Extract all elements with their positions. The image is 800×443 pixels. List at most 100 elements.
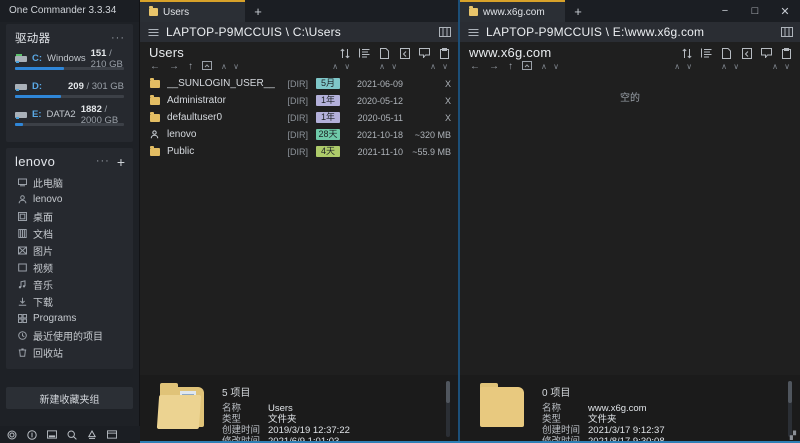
up-button[interactable]: ↑ [508,61,513,72]
drive-windows-icon [15,54,27,63]
info-key: 名称 [542,403,562,414]
forward-button[interactable]: → [489,61,499,72]
new-folder-icon[interactable] [741,47,752,59]
sidebar-item-this-pc[interactable]: 此电脑 [6,174,133,191]
maximize-button[interactable]: □ [751,5,759,17]
drive-item-e[interactable]: E: DATA2 1882 / 2000 GB [6,103,133,134]
sidebar-item-programs[interactable]: Programs [6,310,133,327]
sort-age-chevrons[interactable]: ∧ ∨ [332,62,353,71]
sidebar-item-documents[interactable]: 文档 [6,225,133,242]
resize-grip-icon[interactable]: ▞ [789,431,796,440]
new-file-icon[interactable] [379,47,390,59]
layout-icon[interactable] [107,430,117,440]
minimize-button[interactable]: − [721,5,729,17]
empty-folder-label: 空的 [620,93,640,104]
videos-icon [17,263,27,273]
preview-icon[interactable] [419,47,430,59]
add-favorite-icon[interactable]: + [116,153,125,170]
tab-x6g[interactable]: www.x6g.com [460,0,565,22]
left-breadcrumb[interactable]: LAPTOP-P9MCCUIS \ C:\Users [140,22,458,42]
clipboard-icon[interactable] [439,47,450,59]
sidebar-item-videos[interactable]: 视频 [6,259,133,276]
new-favorites-group-button[interactable]: 新建收藏夹组 [6,387,133,409]
new-tab-button[interactable]: + [254,3,262,19]
table-row[interactable]: lenovo [DIR] 28天 2021-10-18 ~320 MB [140,126,458,143]
desktop-icon [17,212,27,222]
right-nav-row: ← → ↑ ∧ ∨ ∧ ∨ ∧ ∨ ∧ ∨ [460,60,800,74]
sort-date-chevrons[interactable]: ∧ ∨ [721,62,742,71]
drive-usage-bar [15,67,124,70]
sidebar-item-recent[interactable]: 最近使用的项目 [6,327,133,344]
sidebar-item-music[interactable]: 音乐 [6,276,133,293]
sidebar-item-label: Programs [33,313,77,324]
table-row[interactable]: Administrator [DIR] 1年 2020-05-12 X [140,92,458,109]
table-row[interactable]: Public [DIR] 4天 2021-11-10 ~55.9 MB [140,143,458,160]
info-key: 名称 [222,403,242,414]
favorites-more-icon[interactable]: ··· [95,155,110,167]
drive-total: / 2000 GB [80,103,119,126]
sort-size-chevrons[interactable]: ∧ ∨ [430,62,450,71]
drive-item-d[interactable]: D: 209 / 301 GB [6,78,133,106]
folder-icon [150,94,161,105]
info-key: 创建时间 [542,425,581,436]
columns-icon[interactable] [781,27,793,37]
list-view-icon[interactable] [701,47,712,59]
right-file-list: 空的 [460,74,800,375]
drives-more-icon[interactable]: ··· [111,31,125,44]
folder-icon [469,6,478,16]
sort-date-chevrons[interactable]: ∧ ∨ [379,62,400,71]
sort-icon[interactable] [681,47,692,59]
table-row[interactable]: defaultuser0 [DIR] 1年 2020-05-11 X [140,109,458,126]
sidebar-item-lenovo[interactable]: lenovo [6,191,133,208]
forward-button[interactable]: → [169,61,179,72]
gear-icon[interactable] [7,430,17,440]
table-row[interactable]: __SUNLOGIN_USER__ [DIR] 5月 2021-06-09 X [140,75,458,92]
sort-name-chevrons[interactable]: ∧ ∨ [541,62,561,71]
user-folder-icon [150,130,161,139]
back-button[interactable]: ← [470,61,480,72]
folder-up-icon[interactable] [522,60,532,73]
drives-card: 驱动器 ··· C: Windows 151 / 210 GB D: 2 [6,24,133,142]
left-file-list: __SUNLOGIN_USER__ [DIR] 5月 2021-06-09 X … [140,74,458,375]
file-date: 2021-06-09 [356,78,403,89]
info-key: 类型 [222,414,242,425]
file-age-badge: 28天 [316,129,340,140]
theme-icon[interactable] [87,429,97,440]
right-info-panel: 0 项目 名称 www.x6g.com 类型 文件夹 创建时间 2021/3/17 9… [460,375,800,443]
info-value: 2021/8/17 9:30:08 [588,436,665,443]
left-info-scrollbar[interactable] [446,381,450,437]
sidebar-item-recycle-bin[interactable]: 回收站 [6,344,133,361]
sidebar-item-label: 回收站 [33,349,63,360]
tab-users[interactable]: Users [140,0,245,22]
close-button[interactable]: ✕ [780,5,790,18]
new-tab-button[interactable]: + [574,3,582,19]
clipboard-icon[interactable] [781,47,792,59]
folder-up-icon[interactable] [202,60,212,73]
sort-age-chevrons[interactable]: ∧ ∨ [674,62,695,71]
drive-total: / 301 GB [86,81,125,92]
sort-size-chevrons[interactable]: ∧ ∨ [772,62,792,71]
search-icon[interactable] [67,429,77,440]
sidebar-item-label: lenovo [33,194,63,205]
columns-icon[interactable] [439,27,451,37]
up-button[interactable]: ↑ [188,61,193,72]
window-icon[interactable] [47,430,57,440]
left-info-text: 5 项目 名称 Users 类型 文件夹 创建时间 2019/3/19 12:37:2… [222,381,350,443]
folder-icon [149,6,158,16]
new-folder-icon[interactable] [399,47,410,59]
info-icon[interactable] [27,429,37,440]
back-button[interactable]: ← [150,61,160,72]
sort-name-chevrons[interactable]: ∧ ∨ [221,62,241,71]
sidebar-item-downloads[interactable]: 下载 [6,293,133,310]
new-file-icon[interactable] [721,47,732,59]
preview-icon[interactable] [761,47,772,59]
info-value: 文件夹 [588,414,617,425]
sidebar-item-pictures[interactable]: 图片 [6,242,133,259]
right-breadcrumb[interactable]: LAPTOP-P9MCCUIS \ E:\www.x6g.com [460,22,800,42]
sort-icon[interactable] [339,47,350,59]
right-info-scrollbar[interactable] [788,381,792,437]
drive-item-c[interactable]: C: Windows 151 / 210 GB [6,48,133,78]
list-view-icon[interactable] [359,47,370,59]
item-count: 5 项目 [222,388,251,399]
sidebar-item-desktop[interactable]: 桌面 [6,208,133,225]
